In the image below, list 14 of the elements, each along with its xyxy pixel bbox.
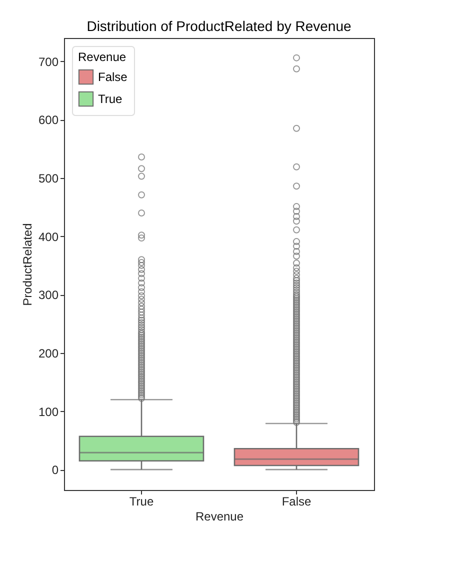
y-tick-label: 300: [38, 288, 59, 302]
chart-title: Distribution of ProductRelated by Revenue: [86, 18, 352, 34]
y-axis-title: ProductRelated: [20, 223, 34, 306]
y-tick-label: 100: [38, 404, 59, 419]
y-tick-label: 500: [38, 171, 59, 186]
y-tick-label: 600: [38, 113, 59, 128]
x-axis-title: Revenue: [195, 510, 244, 524]
legend-title: Revenue: [78, 50, 126, 64]
y-tick-label: 400: [38, 230, 59, 244]
y-tick-label: 200: [38, 346, 59, 360]
y-tick-label: 700: [38, 54, 59, 69]
y-tick-label: 0: [52, 463, 59, 478]
legend-label: False: [98, 70, 128, 84]
legend-label: True: [98, 92, 123, 106]
